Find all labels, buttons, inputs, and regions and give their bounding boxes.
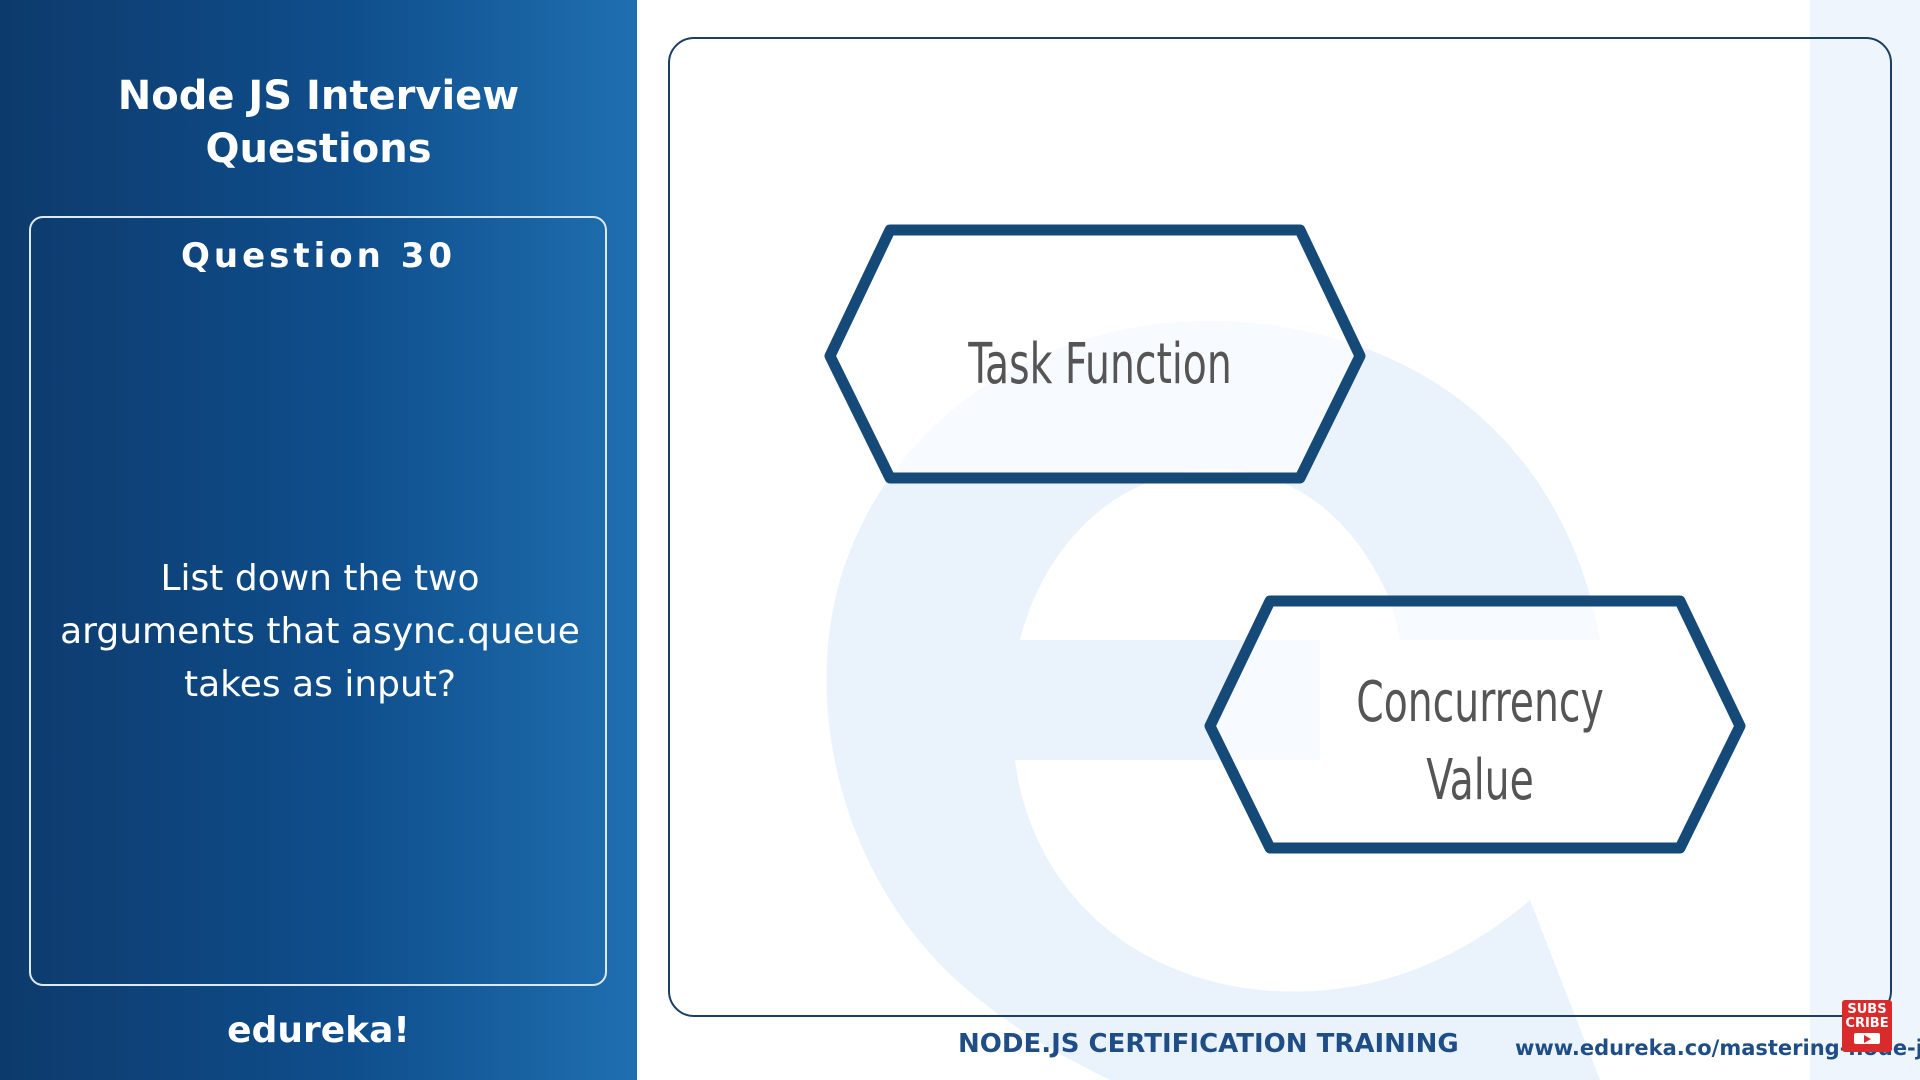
question-line-3: takes as input? — [183, 664, 457, 705]
question-panel: Node JS Interview Questions Question 30 … — [0, 0, 637, 1080]
subscribe-play-icon — [1854, 1033, 1880, 1044]
question-line-2: arguments that async.queue — [60, 611, 580, 652]
question-text: List down the two arguments that async.q… — [50, 552, 590, 711]
brand-logo: edureka! — [227, 1010, 410, 1051]
hexagon-task-function — [824, 224, 1366, 484]
question-line-1: List down the two — [160, 558, 480, 599]
subscribe-label-line-2: CRIBE — [1845, 1016, 1889, 1031]
course-title: NODE.JS CERTIFICATION TRAINING — [958, 1029, 1459, 1059]
node-label-concurrency-value: Concurrency Value — [1269, 664, 1690, 820]
node-label-concurrency-line-1: Concurrency — [1356, 670, 1604, 735]
node-label-task-function: Task Function — [968, 332, 1232, 397]
question-card — [29, 216, 607, 986]
question-number: Question 30 — [180, 236, 457, 276]
node-label-concurrency-line-2: Value — [1426, 748, 1534, 813]
hexagon-concurrency-value — [1204, 595, 1746, 854]
panel-title-line-1: Node JS Interview — [117, 73, 520, 119]
content-frame — [668, 37, 1892, 1017]
panel-title-line-2: Questions — [205, 126, 432, 172]
panel-title: Node JS Interview Questions — [0, 70, 637, 176]
subscribe-button[interactable]: SUBS CRIBE — [1842, 1000, 1892, 1052]
subscribe-label-line-1: SUBS — [1847, 1002, 1887, 1017]
